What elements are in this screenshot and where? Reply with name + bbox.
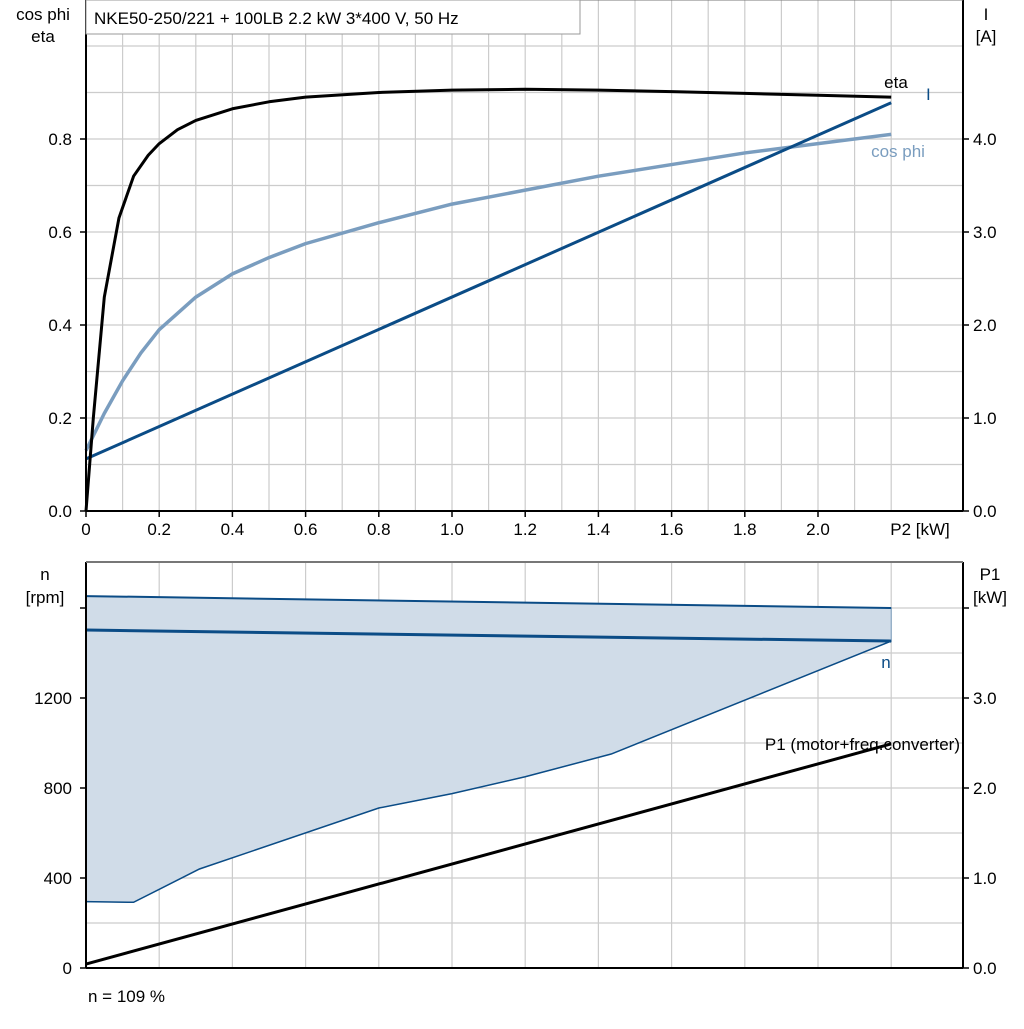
bottom-left-tick-label: 800 <box>44 779 72 798</box>
x-tick-label: 0.4 <box>221 520 245 539</box>
top-right-axis-label-1: I <box>984 5 989 24</box>
top-left-tick-label: 0.6 <box>48 223 72 242</box>
top-right-tick-label: 0.0 <box>973 502 997 521</box>
top-left-tick-label: 0.4 <box>48 316 72 335</box>
series-label-p1: P1 (motor+freq.converter) <box>765 735 960 754</box>
bottom-right-tick-label: 2.0 <box>973 779 997 798</box>
top-right-tick-label: 3.0 <box>973 223 997 242</box>
x-tick-label: 1.0 <box>440 520 464 539</box>
x-tick-label: 0 <box>81 520 90 539</box>
x-tick-label: 1.4 <box>587 520 611 539</box>
x-axis-label: P2 [kW] <box>890 520 950 539</box>
chart-title: NKE50-250/221 + 100LB 2.2 kW 3*400 V, 50… <box>94 9 459 28</box>
bottom-left-tick-label: 400 <box>44 869 72 888</box>
x-tick-label: 0.2 <box>147 520 171 539</box>
footnote-speed: n = 109 % <box>88 987 165 1006</box>
x-tick-label: 2.0 <box>806 520 830 539</box>
speed-n-line <box>85 628 892 643</box>
x-tick-label: 1.2 <box>513 520 537 539</box>
bottom-right-axis-label-1: P1 <box>980 565 1001 584</box>
bottom-right-tick-label: 0.0 <box>973 959 997 978</box>
cosphi-line <box>84 132 892 452</box>
top-right-tick-label: 4.0 <box>973 130 997 149</box>
top-left-axis-label-1: cos phi <box>16 5 70 24</box>
series-label-n: n <box>881 653 890 672</box>
top-left-axis-label-2: eta <box>31 27 55 46</box>
x-tick-label: 0.6 <box>294 520 318 539</box>
speed-max-line <box>85 595 892 609</box>
series-label-current: I <box>926 85 931 104</box>
top-left-tick-label: 0.8 <box>48 130 72 149</box>
eta-line <box>84 87 892 512</box>
bottom-left-axis-label-2: [rpm] <box>26 588 65 607</box>
p1-line <box>85 742 892 966</box>
bottom-right-tick-label: 3.0 <box>973 689 997 708</box>
x-tick-label: 1.8 <box>733 520 757 539</box>
bottom-left-tick-label: 1200 <box>34 689 72 708</box>
title-box <box>85 0 581 35</box>
top-right-tick-label: 2.0 <box>973 316 997 335</box>
x-tick-label: 0.8 <box>367 520 391 539</box>
x-tick-label: 1.6 <box>660 520 684 539</box>
top-right-tick-label: 1.0 <box>973 409 997 428</box>
top-right-axis-label-2: [A] <box>976 27 997 46</box>
series-label-eta: eta <box>884 73 908 92</box>
bottom-left-axis-label-1: n <box>40 565 49 584</box>
speed-min-line <box>85 640 892 904</box>
bottom-right-axis-label-2: [kW] <box>973 588 1007 607</box>
top-left-tick-label: 0.2 <box>48 409 72 428</box>
bottom-right-tick-label: 1.0 <box>973 869 997 888</box>
series-label-cosphi: cos phi <box>871 142 925 161</box>
top-left-tick-label: 0.0 <box>48 502 72 521</box>
current-line <box>85 101 892 461</box>
bottom-left-tick-label: 0 <box>63 959 72 978</box>
